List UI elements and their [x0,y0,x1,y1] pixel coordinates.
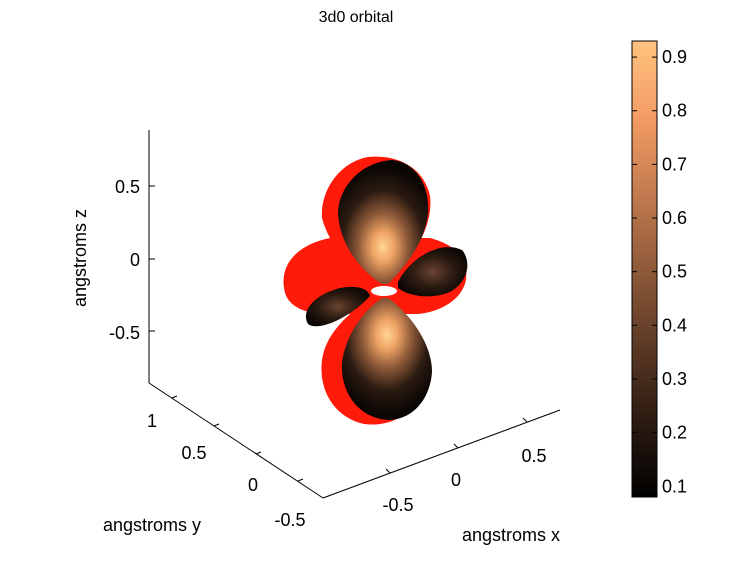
x-tick-mark [522,417,528,423]
z-tick-label: 0.5 [115,177,140,197]
colorbar-fill [631,40,658,498]
top-lobe-face [338,160,429,284]
y-axis-label: angstroms y [103,515,201,535]
x-tick-mark [385,468,391,474]
z-axis-label: angstroms z [70,209,90,307]
orbital-surface [283,156,468,425]
chart-title: 3d0 orbital [319,9,394,26]
colorbar-tick-label: 0.2 [662,423,687,443]
y-tick-label: -0.5 [274,510,305,530]
center-hole [371,286,397,296]
z-tick-label: 0 [130,250,140,270]
y-tick-label: 1 [147,411,157,431]
x-axis-line [322,409,561,499]
x-tick-mark [453,443,459,449]
y-tick-label: 0.5 [181,443,206,463]
colorbar-tick-label: 0.5 [662,262,687,282]
y-tick-label: 0 [248,475,258,495]
colorbar-ticks: 0.9 0.8 0.7 0.6 0.5 0.4 0.3 0.2 0.1 [632,47,687,496]
x-tick-label: -0.5 [382,495,413,515]
x-tick-marks [385,417,528,474]
torus-left-face [305,286,370,327]
x-axis-label: angstroms x [462,525,560,545]
colorbar-tick-label: 0.1 [662,476,687,496]
colorbar-tick-label: 0.6 [662,208,687,228]
colorbar: 0.9 0.8 0.7 0.6 0.5 0.4 0.3 0.2 0.1 [631,40,687,498]
y-tick-mark [171,395,178,399]
y-tick-mark [297,478,304,482]
torus-right-face [398,247,468,297]
axes-frame [148,130,561,499]
colorbar-tick-label: 0.4 [662,315,687,335]
colorbar-tick-label: 0.7 [662,154,687,174]
x-tick-label: 0.5 [521,446,546,466]
y-tick-marks [171,395,304,482]
bottom-lobe-face [341,298,432,420]
colorbar-tick-label: 0.9 [662,47,687,67]
z-tick-marks [149,185,155,332]
y-axis-line [148,382,324,499]
colorbar-tick-label: 0.8 [662,101,687,121]
z-tick-label: -0.5 [109,323,140,343]
colorbar-tick-label: 0.3 [662,369,687,389]
y-tick-mark [255,451,262,455]
y-tick-mark [213,423,220,427]
x-tick-label: 0 [451,470,461,490]
